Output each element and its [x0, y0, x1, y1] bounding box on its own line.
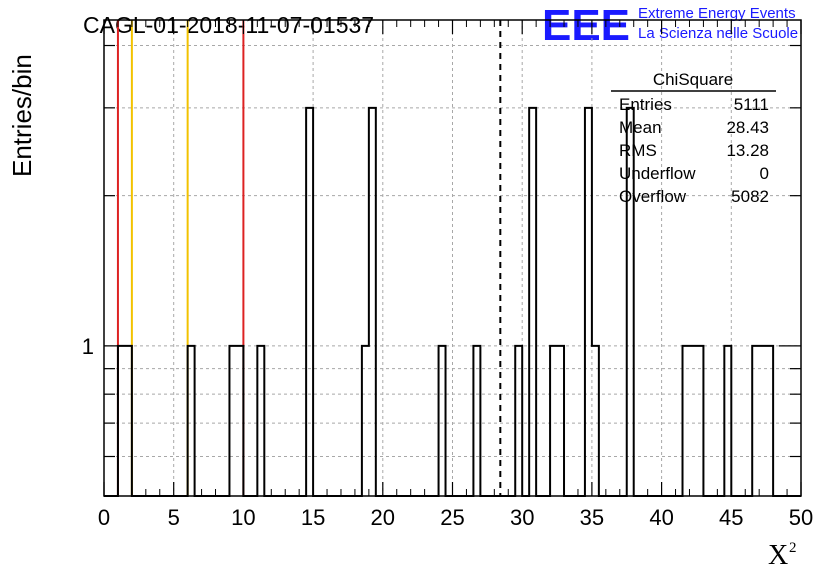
- stats-value: 28.43: [726, 118, 769, 137]
- x-tick-label: 20: [371, 505, 395, 530]
- stats-label: Overflow: [619, 187, 687, 206]
- x-tick-label: 5: [168, 505, 180, 530]
- stats-label: RMS: [619, 141, 657, 160]
- x-tick-label: 25: [440, 505, 464, 530]
- stats-value: 5111: [734, 95, 769, 114]
- stats-label: Underflow: [619, 164, 696, 183]
- histogram-bin: [369, 108, 376, 496]
- project-name: Extreme Energy Events: [638, 5, 796, 22]
- stats-value: 0: [760, 164, 769, 183]
- stats-box: ChiSquare Entries 5111 Mean 28.43 RMS 13.28 Un…: [611, 70, 776, 206]
- histogram-bin: [306, 108, 313, 496]
- x-axis-title-superscript: 2: [789, 540, 797, 556]
- run-title: CAGL-01-2018-11-07-01537: [83, 12, 374, 38]
- eee-logo: EEE: [542, 1, 630, 50]
- axis-ticks: 0 5 10 15 20 25 30 35 40 45 50 1: [82, 20, 813, 530]
- stats-label: Mean: [619, 118, 662, 137]
- y-axis-title: Entries/bin: [7, 54, 37, 177]
- project-subtitle: La Scienza nelle Scuole: [638, 25, 798, 42]
- x-tick-label: 45: [719, 505, 743, 530]
- stats-value: 5082: [731, 187, 769, 206]
- y-tick-label: 1: [82, 334, 94, 359]
- x-tick-label: 40: [649, 505, 673, 530]
- stats-value: 13.28: [726, 141, 769, 160]
- x-tick-label: 30: [510, 505, 534, 530]
- reference-lines: [116, 20, 245, 496]
- x-tick-label: 0: [98, 505, 110, 530]
- x-axis-title-base: X: [768, 540, 788, 571]
- histogram-bin: [585, 108, 592, 496]
- histogram-bin: [529, 108, 536, 496]
- x-tick-label: 10: [231, 505, 255, 530]
- x-tick-label: 35: [580, 505, 604, 530]
- x-tick-label: 15: [301, 505, 325, 530]
- stats-title: ChiSquare: [653, 70, 733, 89]
- x-axis-title: X 2: [768, 540, 797, 571]
- stats-label: Entries: [619, 95, 672, 114]
- stats-rows: Entries 5111 Mean 28.43 RMS 13.28 Underflow 0 Ov…: [619, 95, 769, 206]
- x-tick-label: 50: [789, 505, 813, 530]
- eee-logo-text: EEE: [542, 1, 630, 50]
